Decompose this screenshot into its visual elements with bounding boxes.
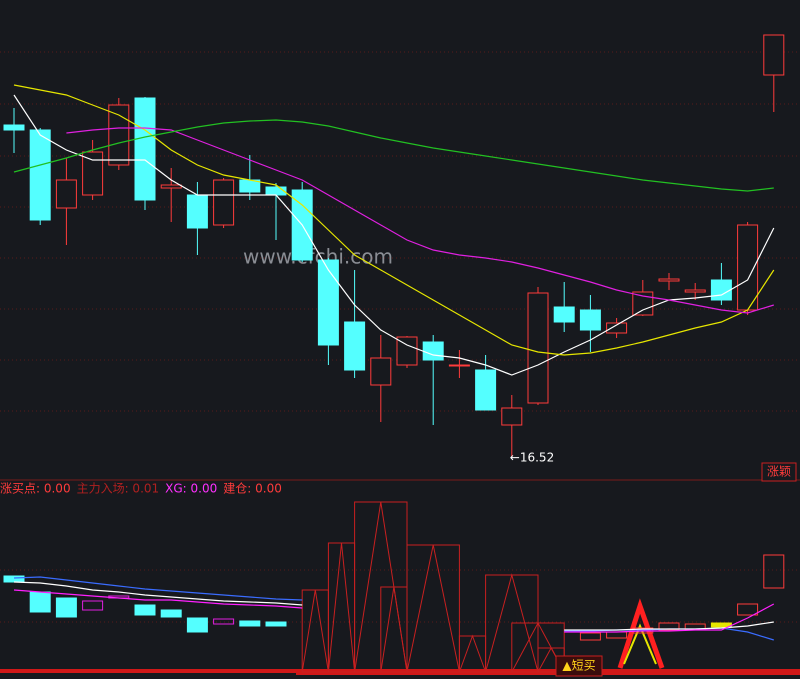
candle-body [422, 341, 444, 361]
indicator-label: XG: 0.00 [165, 482, 217, 496]
line-series [13, 94, 775, 376]
signal-box [555, 655, 603, 677]
indicator-body [186, 617, 208, 633]
line-series [13, 589, 775, 633]
candle-body [658, 278, 680, 282]
signal-label: ▲短买 [562, 659, 595, 673]
candle-body [134, 97, 156, 201]
indicator-body [658, 622, 680, 631]
low-annotation: ←16.52 [510, 451, 554, 465]
line-series [66, 127, 774, 314]
indicator-body [213, 618, 235, 625]
candle-body [370, 357, 392, 386]
indicator-body [579, 632, 601, 641]
indicator-body [3, 575, 25, 583]
tag-label: 涨颖 [767, 464, 791, 479]
tag-box [761, 462, 797, 482]
candle-body [553, 306, 575, 323]
line-series [13, 119, 774, 192]
indicator-body [55, 597, 77, 618]
candle-body [632, 291, 654, 316]
baseline-band [0, 669, 296, 673]
indicator-body [265, 621, 287, 627]
box-diagonal [406, 544, 460, 673]
indicator-body [134, 604, 156, 616]
candle-body [475, 369, 497, 411]
candle-body [213, 179, 235, 226]
candle-body [29, 129, 51, 221]
indicator-label: 主力入场: 0.01 [77, 482, 160, 496]
line-series [13, 581, 774, 631]
box-layer [301, 501, 565, 673]
candle-body [55, 179, 77, 209]
indicator-body [82, 600, 104, 611]
indicator-label: 涨买点: 0.00 [0, 481, 71, 496]
candle-body [3, 124, 25, 131]
candle-body [317, 259, 339, 346]
candle-body [684, 289, 706, 293]
candle-body [344, 321, 366, 371]
box-diagonal [327, 542, 356, 673]
candle-body [763, 34, 785, 76]
indicator-body [737, 603, 759, 616]
box-diagonal [458, 634, 487, 673]
signal-peak [617, 598, 665, 669]
indicator-body [160, 609, 182, 618]
candle-body [160, 184, 182, 189]
candle-body [710, 279, 732, 301]
indicator-body [763, 554, 785, 589]
candle-body [448, 364, 470, 367]
candle-body [108, 104, 130, 166]
candle-body [737, 224, 759, 311]
candle-body [186, 194, 208, 229]
candle-body [501, 407, 523, 426]
candle-body [396, 336, 418, 366]
indicator-body [29, 591, 51, 613]
candle-body [606, 322, 628, 334]
candle-body [527, 292, 549, 404]
indicator-label: 建仓: 0.00 [223, 482, 282, 496]
signal-peak-inner [623, 623, 657, 665]
box-diagonal [380, 586, 408, 673]
indicator-body [239, 620, 261, 627]
candle-body [579, 309, 601, 331]
box-diagonal [301, 589, 329, 673]
candle-body [82, 151, 104, 196]
